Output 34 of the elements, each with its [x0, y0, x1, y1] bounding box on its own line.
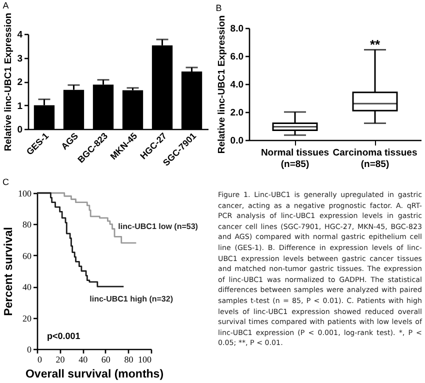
x-tick-label: 80: [124, 354, 134, 364]
y-axis-title: Relative linc-UBC1 Expression: [3, 12, 14, 152]
y-tick-label: 0.0: [230, 136, 244, 146]
y-tick-label: 2.0: [230, 108, 244, 118]
x-tick-label: 60: [101, 354, 111, 364]
y-tick-label: 100: [18, 188, 32, 198]
y-tick-label: 3: [17, 53, 22, 64]
y-tick-label: 40: [22, 282, 32, 292]
y-tick-label: 8.0: [230, 24, 244, 34]
x-tick-label: 40: [78, 354, 88, 364]
y-axis-title: Percent survival: [3, 227, 15, 316]
annotation: p<0.001: [47, 331, 80, 341]
x-axis-title: Overall survival (months): [25, 368, 164, 380]
y-tick-label: 6.0: [230, 52, 244, 62]
x-tick-label: Carcinoma tissues (n=85): [332, 148, 418, 170]
y-tick-label: 1: [17, 100, 24, 112]
x-tick-label: 20: [56, 354, 66, 364]
x-tick-label: 100: [138, 354, 152, 364]
chart-title: C: [2, 177, 10, 187]
series-label: linc-UBC1 low (n=53): [118, 222, 198, 231]
series-label: linc-UBC1 high (n=32): [90, 294, 174, 304]
y-tick-label: 20: [22, 313, 32, 324]
y-tick-label: 2: [17, 77, 22, 88]
y-axis-title: Relative linc-UBC1 Expression: [216, 15, 228, 154]
chart-title: A: [2, 0, 9, 10]
y-tick-label: 60: [22, 250, 32, 261]
x-tick-label: 0: [38, 354, 42, 364]
y-tick-label: 4.0: [230, 80, 244, 90]
x-tick-label: Normal tissues (n=85): [260, 148, 330, 170]
chart-title: B: [216, 2, 222, 13]
y-tick-label: 4: [17, 30, 24, 40]
y-tick-label: 80: [22, 220, 32, 230]
annotation: **: [370, 36, 381, 52]
y-tick-label: 0: [27, 344, 32, 354]
